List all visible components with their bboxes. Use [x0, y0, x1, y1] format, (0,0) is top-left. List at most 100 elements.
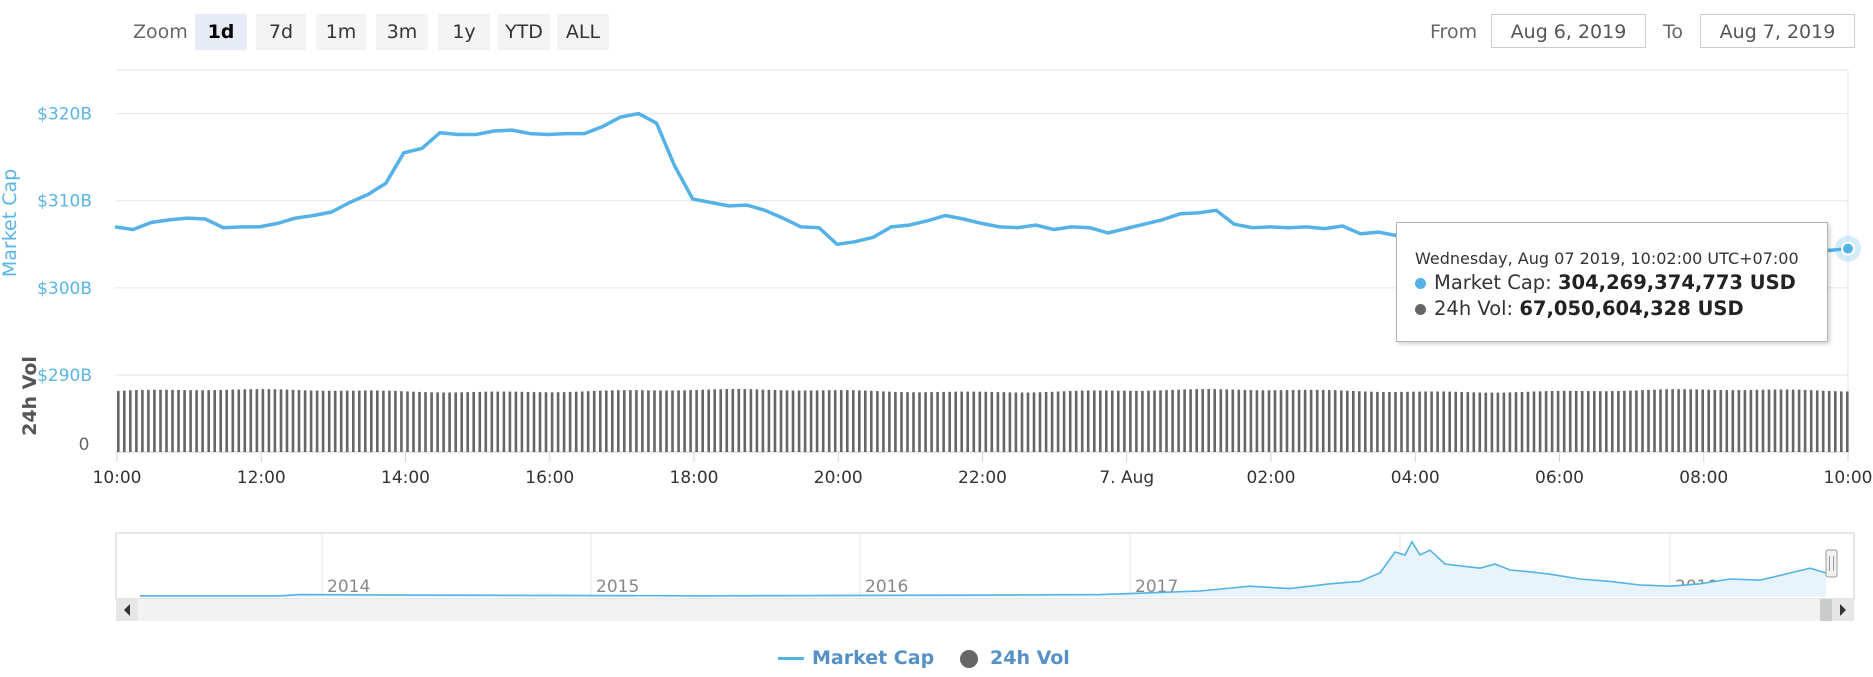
volume-bar	[1478, 392, 1482, 452]
volume-bar	[1779, 389, 1783, 452]
scrollbar-track[interactable]	[116, 599, 1854, 621]
volume-bar	[1297, 389, 1301, 452]
legend-market-cap-label: Market Cap	[812, 647, 935, 669]
volume-bar	[1635, 390, 1638, 452]
volume-bar	[1424, 391, 1427, 452]
volume-bar	[1213, 389, 1216, 452]
to-date-input[interactable]: Aug 7, 2019	[1700, 14, 1855, 48]
volume-bar	[858, 390, 861, 452]
volume-bar	[580, 391, 584, 452]
volume-bar	[478, 391, 482, 452]
volume-bar	[1376, 391, 1379, 452]
volume-bar	[647, 390, 650, 452]
volume-bar	[731, 389, 735, 452]
volume-bar	[984, 391, 988, 452]
volume-bar	[1044, 392, 1048, 452]
volume-bar	[1237, 389, 1241, 452]
volume-bar	[195, 390, 198, 452]
legend-volume[interactable]: 24h Vol	[960, 647, 1070, 669]
volume-bar	[635, 390, 638, 452]
zoom-button-1y[interactable]: 1y	[438, 14, 490, 50]
volume-bar	[1364, 391, 1367, 452]
y-tick-label: $320B	[37, 105, 92, 125]
volume-bar	[370, 390, 373, 452]
navigator[interactable]: 201420152016201720182019	[115, 532, 1855, 621]
navigator-year-label: 2016	[865, 577, 908, 597]
zoom-label: Zoom	[133, 21, 188, 43]
zoom-button-1d[interactable]: 1d	[195, 14, 247, 50]
legend-market-cap[interactable]: Market Cap	[778, 647, 934, 669]
volume-bar	[237, 389, 241, 452]
volume-bar	[876, 391, 879, 452]
volume-bar	[1653, 389, 1656, 452]
volume-bar	[1093, 390, 1096, 452]
volume-bar	[586, 391, 590, 452]
zoom-button-1m[interactable]: 1m	[316, 14, 366, 50]
volume-bar	[1141, 390, 1144, 452]
volume-bar	[1249, 390, 1253, 452]
volume-bar	[1129, 390, 1132, 452]
volume-bar	[213, 390, 216, 452]
from-date-input[interactable]: Aug 6, 2019	[1491, 14, 1646, 48]
volume-bar	[1737, 390, 1741, 452]
volume-bar	[1177, 389, 1180, 452]
volume-bar	[1749, 390, 1753, 452]
volume-bar	[520, 391, 524, 452]
volume-bar	[472, 392, 475, 452]
volume-bar	[737, 389, 741, 452]
volume-bar	[1153, 390, 1156, 452]
volume-bar	[1460, 392, 1463, 452]
volume-bar	[821, 390, 825, 452]
zoom-button-all[interactable]: ALL	[557, 14, 609, 50]
x-tick-label: 08:00	[1679, 468, 1728, 488]
volume-bar	[1520, 392, 1524, 452]
volume-bar	[900, 392, 903, 452]
volume-bar	[1695, 389, 1698, 452]
volume-bar	[906, 392, 909, 452]
volume-bar	[117, 390, 120, 452]
volume-bar	[1303, 389, 1307, 452]
volume-bar	[743, 389, 747, 452]
volume-bar	[1412, 391, 1415, 452]
hover-point[interactable]	[1841, 241, 1855, 256]
volume-bar	[279, 389, 283, 452]
x-axis-ticks: 10:00 12:00 14:00 16:00 18:00 20:00 22:00 7. Au…	[93, 452, 1873, 488]
volume-bar	[1394, 392, 1397, 452]
zoom-button-3m[interactable]: 3m	[376, 14, 428, 50]
volume-bar	[1484, 392, 1488, 452]
volume-bar	[592, 390, 596, 452]
volume-bar	[153, 389, 156, 452]
volume-bar	[243, 389, 247, 452]
volume-bar	[1677, 389, 1680, 452]
volume-bar	[815, 390, 819, 452]
volume-bar	[1803, 389, 1807, 452]
volume-bar	[394, 390, 397, 452]
volume-bar	[713, 389, 716, 452]
volume-bar	[641, 390, 644, 452]
volume-bar	[1719, 390, 1723, 452]
volume-bar	[1623, 390, 1626, 452]
volume-bar	[894, 391, 897, 452]
volume-bar	[611, 390, 614, 452]
volume-bar	[1340, 390, 1343, 452]
scrollbar-thumb[interactable]	[1820, 599, 1834, 621]
volume-bar	[1593, 391, 1596, 452]
volume-bar	[1665, 389, 1668, 452]
volume-bar	[1791, 389, 1795, 452]
volume-bar	[1418, 391, 1421, 452]
volume-bar	[1117, 390, 1120, 452]
zoom-button-ytd[interactable]: YTD	[498, 14, 550, 50]
zoom-button-7d[interactable]: 7d	[256, 14, 306, 50]
volume-bar	[1815, 390, 1819, 452]
x-tick-label: 06:00	[1535, 468, 1584, 488]
volume-bar	[1647, 389, 1650, 452]
volume-bar	[1725, 390, 1729, 452]
volume-bar	[1840, 391, 1843, 452]
from-label: From	[1430, 21, 1478, 43]
volume-bar	[960, 391, 963, 452]
tooltip-market-cap-value: 304,269,374,773 USD	[1557, 271, 1796, 294]
volume-bar	[538, 392, 542, 452]
volume-bar	[129, 390, 132, 452]
volume-bar	[839, 390, 843, 452]
navigator-handle[interactable]	[1825, 549, 1838, 578]
